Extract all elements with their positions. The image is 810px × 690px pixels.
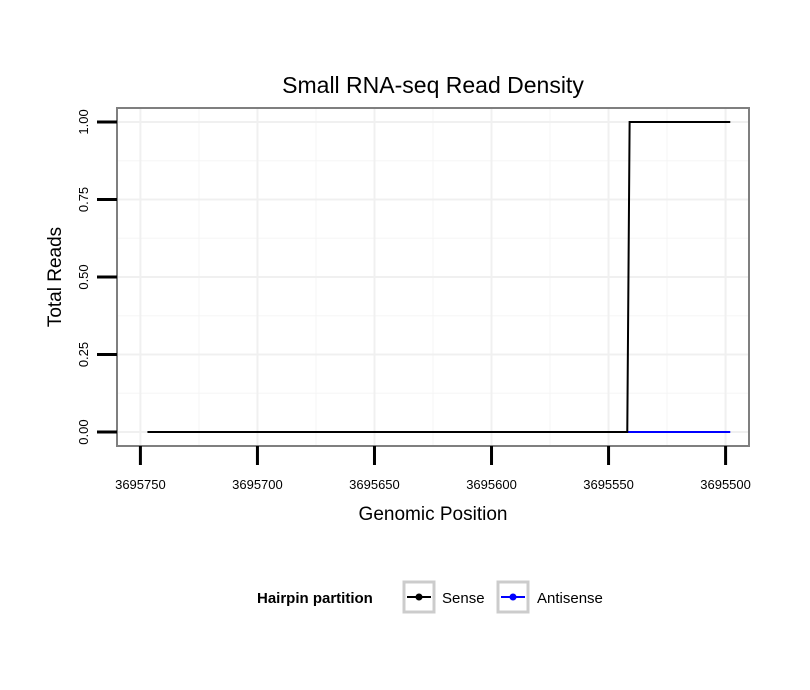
x-tick-label: 3695600 bbox=[466, 477, 517, 492]
legend-title: Hairpin partition bbox=[257, 590, 373, 607]
x-tick-label: 3695750 bbox=[115, 477, 166, 492]
legend-point-antisense bbox=[509, 593, 517, 601]
y-axis-title: Total Reads bbox=[45, 227, 66, 327]
x-tick-label: 3695550 bbox=[583, 477, 634, 492]
legend-item-antisense: Antisense bbox=[496, 580, 603, 614]
series-line-sense bbox=[147, 120, 731, 434]
x-axis-ticks: 3695750 3695700 3695650 3695600 3695550 36955… bbox=[115, 446, 751, 492]
legend-point-sense bbox=[415, 593, 423, 601]
legend-label-sense: Sense bbox=[442, 590, 485, 607]
y-tick-label: 0.50 bbox=[76, 264, 91, 289]
x-tick-label: 3695500 bbox=[700, 477, 751, 492]
y-tick-label: 0.75 bbox=[76, 187, 91, 212]
legend-label-antisense: Antisense bbox=[537, 590, 603, 607]
x-tick-label: 3695700 bbox=[232, 477, 283, 492]
legend-item-sense: Sense bbox=[402, 580, 485, 614]
y-axis-ticks: 0.00 0.25 0.50 0.75 1.00 bbox=[76, 109, 117, 445]
legend: Hairpin partition Sense Antisense bbox=[257, 580, 603, 614]
y-tick-label: 0.00 bbox=[76, 419, 91, 444]
series-lines bbox=[147, 120, 731, 434]
chart-title: Small RNA-seq Read Density bbox=[282, 72, 584, 98]
y-tick-label: 0.25 bbox=[76, 342, 91, 367]
y-tick-label: 1.00 bbox=[76, 109, 91, 134]
x-tick-label: 3695650 bbox=[349, 477, 400, 492]
x-axis-title: Genomic Position bbox=[359, 504, 508, 525]
